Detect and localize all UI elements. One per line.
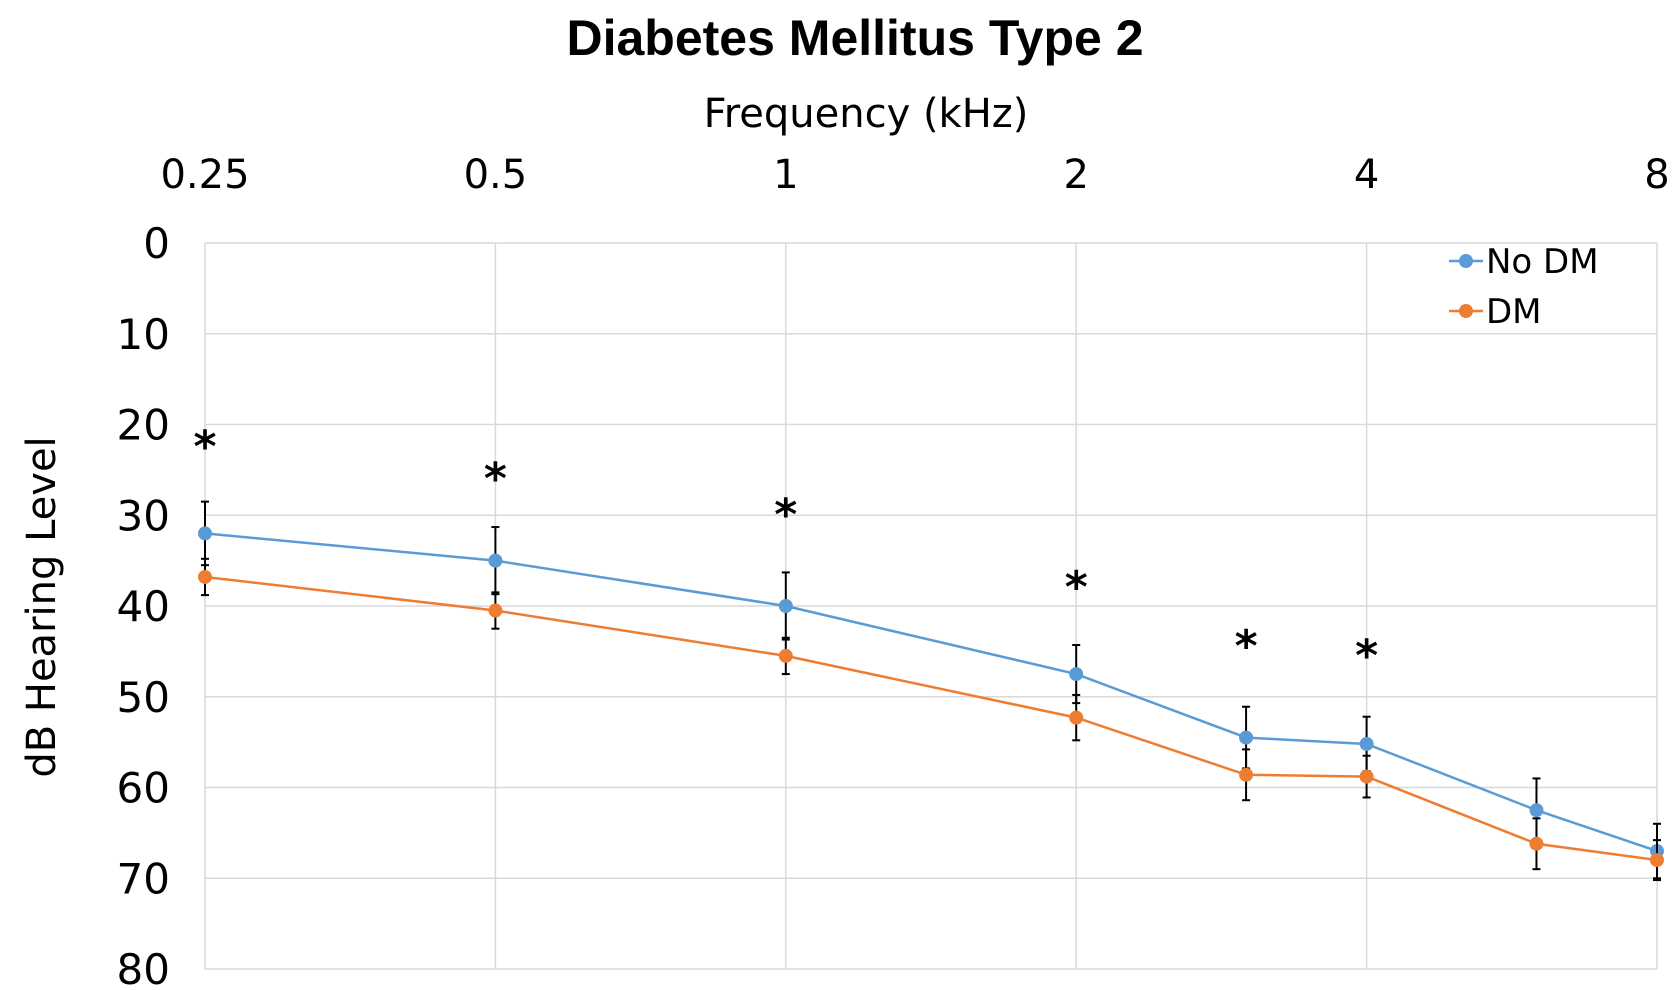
data-point bbox=[1239, 767, 1254, 782]
data-point bbox=[778, 599, 793, 613]
series-dm bbox=[198, 557, 1664, 882]
legend-marker bbox=[1459, 304, 1473, 318]
significance-star: * bbox=[1235, 621, 1258, 672]
x-axis-title: Frequency (kHz) bbox=[704, 91, 1029, 137]
data-point bbox=[198, 526, 212, 541]
data-point bbox=[1069, 667, 1084, 682]
legend-item: DM bbox=[1449, 292, 1542, 332]
y-tick-label: 10 bbox=[117, 310, 170, 359]
y-tick-label: 40 bbox=[117, 582, 170, 631]
chart-title: Diabetes Mellitus Type 2 bbox=[566, 10, 1143, 66]
data-point bbox=[1650, 853, 1664, 868]
x-tick-labels: 0.25 0.5 1 2 4 8 bbox=[160, 152, 1669, 198]
data-point bbox=[778, 648, 793, 663]
significance-star: * bbox=[774, 490, 797, 541]
y-tick-labels: 0 10 20 30 40 50 60 70 80 bbox=[117, 219, 170, 990]
x-tick-label: 4 bbox=[1354, 152, 1379, 198]
series-line bbox=[204, 532, 1658, 853]
x-tick-label: 1 bbox=[773, 152, 798, 198]
legend-label: No DM bbox=[1486, 242, 1599, 282]
significance-star: * bbox=[193, 422, 216, 473]
data-point bbox=[488, 553, 503, 568]
data-point bbox=[1359, 769, 1374, 784]
y-tick-label: 50 bbox=[117, 673, 170, 722]
y-tick-label: 30 bbox=[117, 491, 170, 540]
y-tick-label: 80 bbox=[117, 945, 170, 990]
legend-item: No DM bbox=[1449, 242, 1599, 282]
data-point bbox=[1239, 730, 1254, 745]
legend: No DM DM bbox=[1449, 242, 1599, 332]
series-line bbox=[204, 575, 1658, 862]
data-point bbox=[1069, 710, 1084, 725]
significance-markers: * * * * * * bbox=[193, 422, 1378, 682]
data-point bbox=[488, 603, 503, 618]
significance-star: * bbox=[1355, 630, 1378, 681]
y-tick-label: 60 bbox=[117, 764, 170, 813]
legend-label: DM bbox=[1486, 292, 1542, 332]
gridlines bbox=[204, 242, 1658, 970]
x-tick-label: 0.25 bbox=[160, 152, 249, 198]
x-tick-label: 0.5 bbox=[464, 152, 528, 198]
data-point bbox=[1359, 736, 1374, 751]
y-axis-title: dB Hearing Level bbox=[19, 436, 65, 777]
data-point bbox=[1529, 836, 1544, 851]
y-tick-label: 20 bbox=[117, 401, 170, 450]
data-point bbox=[198, 569, 212, 584]
data-point bbox=[1529, 803, 1544, 818]
legend-marker bbox=[1459, 254, 1473, 268]
x-tick-label: 8 bbox=[1644, 152, 1669, 198]
series-layer bbox=[198, 500, 1664, 882]
x-tick-label: 2 bbox=[1063, 152, 1088, 198]
series-no-dm bbox=[198, 500, 1664, 880]
y-tick-label: 0 bbox=[143, 219, 170, 268]
significance-star: * bbox=[484, 453, 507, 504]
significance-star: * bbox=[1065, 562, 1088, 613]
y-tick-label: 70 bbox=[117, 854, 170, 903]
